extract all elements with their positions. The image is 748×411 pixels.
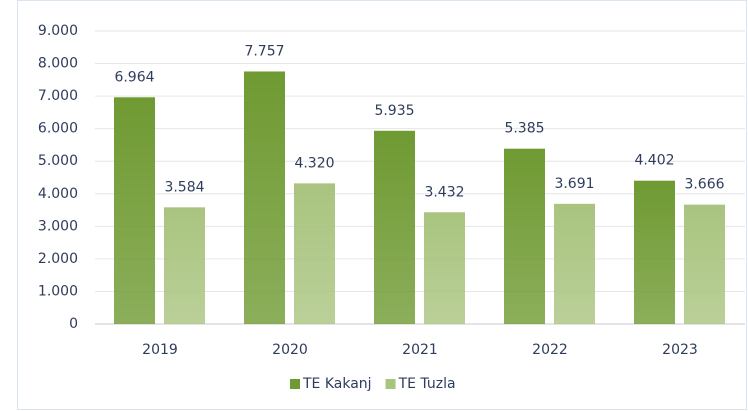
legend-label: TE Tuzla [398,376,456,392]
bar [164,207,205,324]
y-tick-label: 8.000 [38,56,78,72]
bar [294,183,335,324]
bar [554,203,595,324]
y-tick-label: 1.000 [38,283,78,299]
legend-label: TE Kakanj [302,376,372,392]
value-label: 3.666 [684,177,724,193]
y-tick-label: 0 [69,316,78,332]
y-tick-label: 2.000 [38,251,78,267]
chart-frame [17,0,747,410]
bar [684,204,725,324]
value-label: 5.935 [374,103,414,119]
bar [114,97,155,324]
x-tick-label: 2023 [662,342,698,358]
value-label: 3.584 [164,179,204,195]
y-tick-label: 6.000 [38,121,78,137]
x-tick-label: 2019 [142,342,178,358]
value-label: 5.385 [504,121,544,137]
bar [424,212,465,324]
bar [634,180,675,324]
legend-swatch [385,379,396,389]
y-tick-label: 3.000 [38,218,78,234]
y-tick-label: 5.000 [38,153,78,169]
y-tick-label: 7.000 [38,88,78,104]
x-tick-label: 2020 [272,342,308,358]
x-tick-label: 2022 [532,342,568,358]
legend-swatch [290,379,300,389]
y-tick-label: 9.000 [38,23,78,39]
y-tick-label: 4.000 [38,186,78,202]
value-label: 4.402 [634,153,674,169]
bar [374,130,415,324]
value-label: 4.320 [294,155,334,171]
bar [244,71,285,324]
value-label: 7.757 [244,43,284,59]
value-label: 3.691 [554,176,594,192]
bar [504,148,545,324]
value-label: 3.432 [424,184,464,200]
value-label: 6.964 [114,69,154,85]
x-tick-label: 2021 [402,342,438,358]
